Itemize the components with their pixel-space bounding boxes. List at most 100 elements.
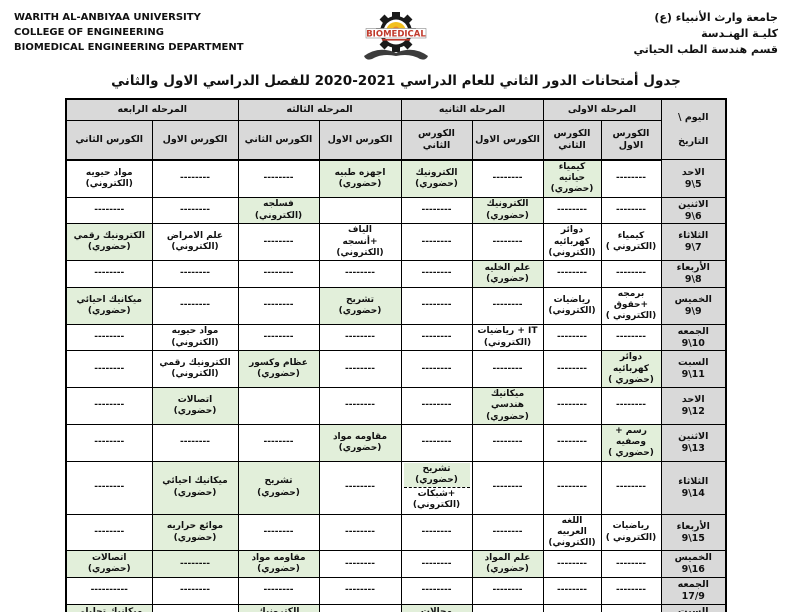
exam-cell: -------- — [471, 223, 544, 262]
day-date: 9\16 — [681, 564, 705, 576]
department-line-ar: قسم هندسة الطب الحياتي — [633, 42, 778, 56]
table-row: الأربعاء 9\15 رياضيات (الكتروني ) اللغه الع… — [65, 513, 727, 552]
exam-cell — [318, 196, 402, 225]
exam-cell: -------- — [542, 423, 602, 462]
day-date: 9\7 — [684, 242, 702, 254]
exam-cell: -------- — [600, 260, 662, 288]
exam-cell: عظام وكسور (حضوري) — [237, 350, 320, 389]
exam-cell: -------- — [400, 387, 473, 425]
exam-cell: -------- — [600, 323, 662, 352]
university-line-en: WARITH AL-ANBIYAA UNIVERSITY — [14, 12, 201, 23]
stage2-course1-header: الكورس الاول — [471, 120, 544, 161]
day-header-line1: اليوم \ — [678, 111, 709, 123]
page-header: WARITH AL-ANBIYAA UNIVERSITY COLLEGE OF … — [0, 0, 792, 66]
stage3-header: المرحله الثالثه — [237, 98, 402, 122]
day-header-line2: التاريخ — [678, 135, 709, 147]
exam-cell: موائع حراريه (حضوري) — [151, 513, 239, 552]
exam-cell: اتصالات (حضوري) — [151, 387, 239, 425]
exam-cell: -------- — [65, 196, 153, 225]
exam-cell: -------- — [600, 577, 662, 605]
exam-cell: -------- — [600, 460, 662, 515]
table-row: الجمعه 9\10 -------- -------- IT + رياضيات (… — [65, 323, 727, 352]
day-date-cell: الثلاثاء 9\14 — [660, 460, 727, 515]
exam-cell: -------- — [237, 260, 320, 288]
day-date-cell: الأربعاء 9\15 — [660, 513, 727, 552]
day-date-cell: الجمعه 17/9 — [660, 577, 727, 605]
stage-header-row: اليوم \ التاريخ المرحله الاولى المرحله ا… — [65, 98, 727, 161]
exam-cell: -------- — [471, 159, 544, 198]
college-line-en: COLLEGE OF ENGINEERING — [14, 27, 164, 38]
table-row: الاثنين 9\6 -------- -------- الكترونيك (حضو… — [65, 196, 727, 225]
exam-cell: -------- — [542, 260, 602, 288]
exam-cell: -------- — [542, 577, 602, 605]
day-name: الخميس — [674, 293, 712, 305]
stage1-header: المرحله الاولى — [542, 98, 662, 122]
exam-cell: -------- — [400, 513, 473, 552]
exam-cell: ميكانيك هندسي (حضوري) — [471, 387, 544, 425]
exam-cell: رياضيات (الكتروني) — [542, 286, 602, 325]
exam-cell: -------- — [400, 286, 473, 325]
exam-cell: -------- — [65, 423, 153, 462]
stage4-course1-header: الكورس الاول — [151, 120, 239, 161]
stage2-header: المرحله الثانيه — [400, 98, 544, 122]
exam-cell: -------- — [400, 577, 473, 605]
table-row: الاحد 9\5 -------- كيمياء حياتيه (حضوري) ---… — [65, 159, 727, 198]
day-date-cell: الثلاثاء 9\7 — [660, 223, 727, 262]
day-date-cell: الاثنين 9\13 — [660, 423, 727, 462]
exam-cell: -------- — [400, 196, 473, 225]
exam-cell: ---------- — [65, 577, 153, 605]
exam-cell: مقاومه مواد (حضوري) — [237, 550, 320, 579]
exam-cell: -------- — [318, 323, 402, 352]
table-row: الجمعه 17/9 -------- -------- -------- ------… — [65, 577, 727, 605]
day-date-cell: الجمعه 9\10 — [660, 323, 727, 352]
exam-cell: -------- — [318, 513, 402, 552]
page-title: جدول أمتحانات الدور الثاني للعام الدراسي… — [111, 73, 681, 89]
exam-cell: دوائر كهربائيه (الكتروني) — [542, 223, 602, 262]
day-date: 17/9 — [681, 591, 705, 602]
exam-cell: -------- — [318, 260, 402, 288]
college-line-ar: كليـة الهنـدسة — [701, 26, 778, 40]
exam-cell: -------- — [65, 323, 153, 352]
exam-cell: -------- — [542, 603, 602, 612]
exam-table-body: الاحد 9\5 -------- كيمياء حياتيه (حضوري) ---… — [65, 159, 727, 612]
table-row: السبت 9\11 دوائر كهربائيه (حضوري ) --------… — [65, 350, 727, 389]
exam-cell: -------- — [65, 460, 153, 515]
table-row: الثلاثاء 9\7 كيمياء (الكتروني ) دوائر كهربا… — [65, 223, 727, 262]
day-date-cell: الخميس 9\9 — [660, 286, 727, 325]
exam-cell: رسم + وصفيه (حضوري ) — [600, 423, 662, 462]
exam-cell: مواد حيويه (الكتروني) — [65, 159, 153, 198]
logo-container: BIOMEDICAL — [294, 10, 498, 66]
day-name: الثلاثاء — [678, 475, 709, 487]
stage3-course1-header: الكورس الاول — [318, 120, 402, 161]
exam-cell: ميكانيك تحليلي (حضوري) — [65, 603, 153, 612]
exam-cell: -------- — [151, 260, 239, 288]
day-date: 9\10 — [681, 337, 705, 349]
day-name: السبت — [678, 357, 709, 369]
exam-cell: -------- — [318, 550, 402, 579]
day-name: الاحد — [681, 394, 705, 406]
exam-cell: -------- — [318, 577, 402, 605]
day-name: الاثنين — [678, 430, 709, 442]
day-date: 9\6 — [684, 210, 702, 222]
stage1-course1-header: الكورس الاول — [600, 120, 662, 161]
exam-cell: -------- — [318, 603, 402, 612]
exam-cell: علم الخليه (حضوري) — [471, 260, 544, 288]
exam-cell: -------- — [237, 577, 320, 605]
exam-cell: -------- — [471, 423, 544, 462]
exam-cell: -------- — [237, 223, 320, 262]
exam-cell: -------- — [65, 387, 153, 425]
exam-cell: -------- — [471, 513, 544, 552]
exam-cell: -------- — [237, 159, 320, 198]
day-name: الاثنين — [678, 198, 709, 210]
day-date: 9\5 — [684, 178, 702, 190]
exam-cell: -------- — [400, 260, 473, 288]
exam-cell: الكترونيك رقمي (حضوري) — [65, 223, 153, 262]
exam-cell: -------- — [471, 603, 544, 612]
exam-cell: -------- — [151, 196, 239, 225]
day-name: الأربعاء — [676, 262, 710, 274]
exam-cell: -------- — [400, 350, 473, 389]
day-date-cell: السبت 9\11 — [660, 350, 727, 389]
hands-icon — [364, 49, 428, 60]
exam-cell: -------- — [600, 387, 662, 425]
